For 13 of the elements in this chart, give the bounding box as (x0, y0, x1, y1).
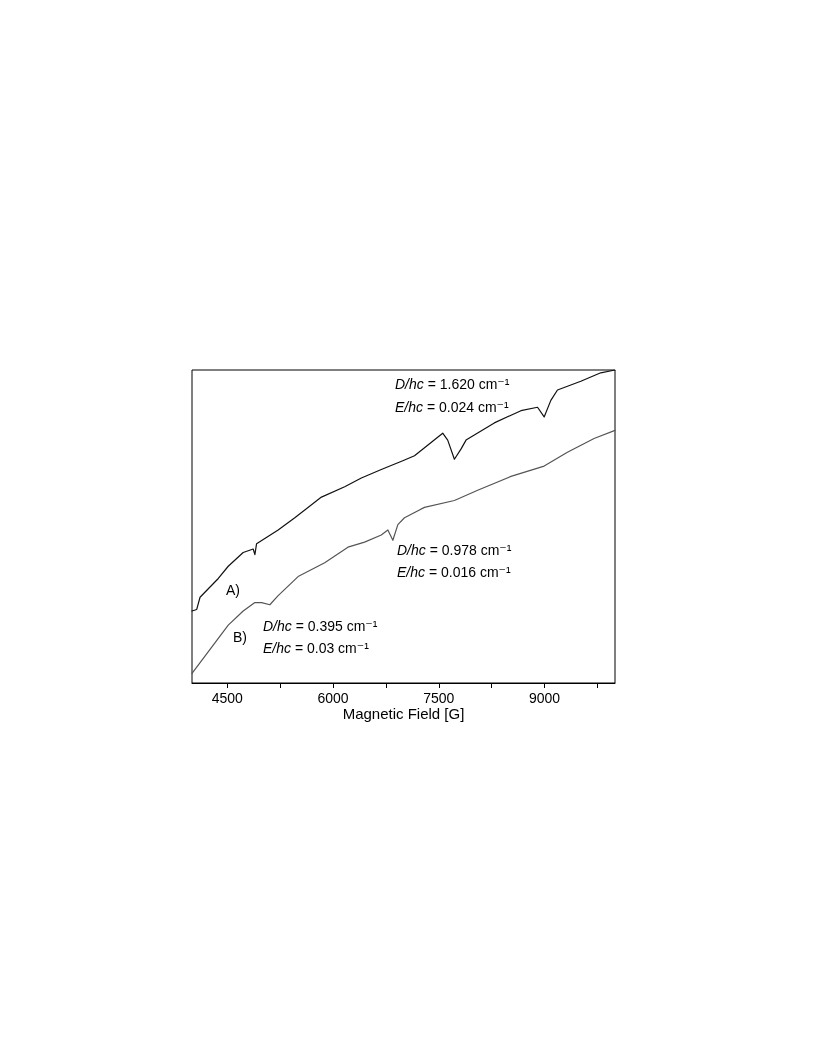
x-tick-label: 9000 (528, 690, 561, 706)
annotation: D/hc = 0.978 cm⁻¹ (397, 542, 512, 558)
x-axis-title: Magnetic Field [G] (342, 704, 465, 722)
annotation: E/hc = 0.016 cm⁻¹ (397, 564, 511, 580)
annotation: D/hc = 1.620 cm⁻¹ (395, 376, 510, 392)
x-tick-label: 6000 (317, 690, 349, 706)
annotation: D/hc = 0.395 cm⁻¹ (263, 618, 378, 634)
x-tick-label: 7500 (423, 690, 455, 706)
annotation: E/hc = 0.024 cm⁻¹ (395, 399, 509, 415)
annotation: A) (226, 582, 240, 598)
x-tick-label: 4500 (211, 690, 244, 706)
annotation: E/hc = 0.03 cm⁻¹ (263, 640, 370, 656)
annotation: B) (233, 629, 247, 645)
